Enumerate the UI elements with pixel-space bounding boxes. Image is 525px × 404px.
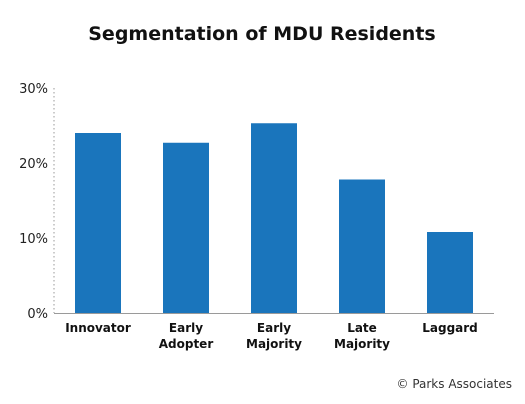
source-label: © Parks Associates [397,377,513,391]
bar [75,133,121,313]
x-tick-label: Late Majority [334,321,390,351]
bars [75,123,473,313]
bar [427,232,473,313]
x-tick-label: Innovator [65,321,131,335]
y-tick-label: 10% [19,232,48,247]
x-tick-label: Early Adopter [159,321,214,351]
y-tick-label: 0% [27,307,48,322]
y-tick-label: 30% [19,82,48,97]
y-axis: 0% 10% 20% 30% [19,82,55,322]
y-tick-label: 20% [19,157,48,172]
bar [251,123,297,313]
chart-title: Segmentation of MDU Residents [88,23,435,45]
bar [163,142,209,313]
x-tick-label: Laggard [422,321,478,335]
x-axis: Innovator Early Adopter Early Majority Late Ma… [54,313,494,351]
bar [339,179,385,313]
x-tick-label: Early Majority [246,321,302,351]
